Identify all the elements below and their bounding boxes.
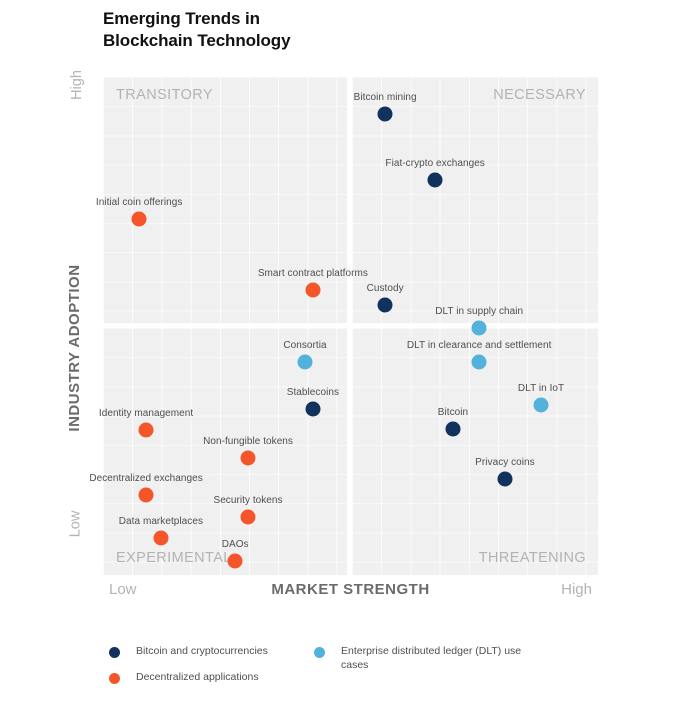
legend-item[interactable]: Bitcoin and cryptocurrencies bbox=[103, 645, 303, 659]
data-point[interactable] bbox=[138, 487, 154, 503]
data-point-label: Bitcoin mining bbox=[353, 92, 417, 104]
scatter-plot-area: TRANSITORY NECESSARY EXPERIMENTAL THREAT… bbox=[89, 77, 598, 575]
chart-title-line-2: Blockchain Technology bbox=[103, 31, 291, 51]
data-point[interactable] bbox=[427, 172, 443, 188]
chart-title-line-1: Emerging Trends in bbox=[103, 9, 260, 28]
data-point[interactable] bbox=[240, 509, 256, 525]
data-point-label: DLT in clearance and settlement bbox=[406, 339, 552, 351]
legend-column: Bitcoin and cryptocurrencies Decentralize… bbox=[103, 645, 303, 697]
data-point[interactable] bbox=[497, 471, 513, 487]
page-title: Emerging Trends in Blockchain Technology bbox=[103, 8, 433, 53]
legend-swatch-icon bbox=[109, 673, 120, 684]
quadrant-label-transitory: TRANSITORY bbox=[116, 87, 213, 103]
data-point-label: Stablecoins bbox=[286, 387, 339, 399]
quadrant-label-threatening: THREATENING bbox=[478, 550, 586, 566]
data-point-label: Fiat-crypto exchanges bbox=[385, 158, 485, 170]
data-point-label: Data marketplaces bbox=[118, 516, 204, 528]
legend-swatch-icon bbox=[109, 647, 120, 658]
data-point[interactable] bbox=[533, 397, 549, 413]
data-point-label: Bitcoin bbox=[437, 407, 469, 419]
data-point-label: Privacy coins bbox=[475, 456, 535, 468]
data-point[interactable] bbox=[445, 421, 461, 437]
data-point-label: DAOs bbox=[221, 539, 249, 551]
y-axis-low-label: Low bbox=[67, 510, 84, 538]
data-point[interactable] bbox=[377, 106, 393, 122]
legend-column: Enterprise distributed ledger (DLT) use … bbox=[308, 645, 538, 685]
data-point[interactable] bbox=[138, 422, 154, 438]
legend-swatch-icon bbox=[314, 647, 325, 658]
data-point[interactable] bbox=[471, 320, 487, 336]
data-point-label: Consortia bbox=[283, 339, 327, 351]
data-point[interactable] bbox=[305, 282, 321, 298]
data-point-label: Security tokens bbox=[213, 495, 283, 507]
data-point-label: Decentralized exchanges bbox=[89, 472, 203, 484]
data-point-label: DLT in supply chain bbox=[435, 305, 524, 317]
legend-item-label: Bitcoin and cryptocurrencies bbox=[136, 645, 268, 657]
legend-item[interactable]: Decentralized applications bbox=[103, 671, 303, 685]
data-point-label: DLT in IoT bbox=[517, 383, 565, 395]
data-point[interactable] bbox=[297, 354, 313, 370]
data-point[interactable] bbox=[227, 553, 243, 569]
data-point-label: Identity management bbox=[98, 408, 194, 420]
legend-item-label: Enterprise distributed ledger (DLT) use … bbox=[341, 645, 522, 671]
x-axis: Low MARKET STRENGTH High bbox=[103, 581, 598, 603]
data-point[interactable] bbox=[153, 530, 169, 546]
data-point[interactable] bbox=[471, 354, 487, 370]
quadrant-label-necessary: NECESSARY bbox=[493, 87, 586, 103]
quadrant-label-experimental: EXPERIMENTAL bbox=[116, 550, 232, 566]
data-point-label: Initial coin offerings bbox=[95, 196, 183, 208]
x-axis-high-label: High bbox=[561, 581, 592, 598]
x-axis-low-label: Low bbox=[109, 581, 137, 598]
data-point[interactable] bbox=[131, 211, 147, 227]
x-axis-title: MARKET STRENGTH bbox=[271, 581, 430, 598]
legend-item[interactable]: Enterprise distributed ledger (DLT) use … bbox=[308, 645, 538, 673]
legend-item-label: Decentralized applications bbox=[136, 671, 259, 683]
data-point-label: Smart contract platforms bbox=[257, 268, 368, 280]
data-point-label: Non-fungible tokens bbox=[203, 435, 293, 447]
data-point[interactable] bbox=[240, 450, 256, 466]
y-axis-high-label: High bbox=[68, 70, 85, 100]
data-point[interactable] bbox=[305, 401, 321, 417]
data-point-label: Custody bbox=[366, 283, 404, 295]
data-point[interactable] bbox=[377, 297, 393, 313]
